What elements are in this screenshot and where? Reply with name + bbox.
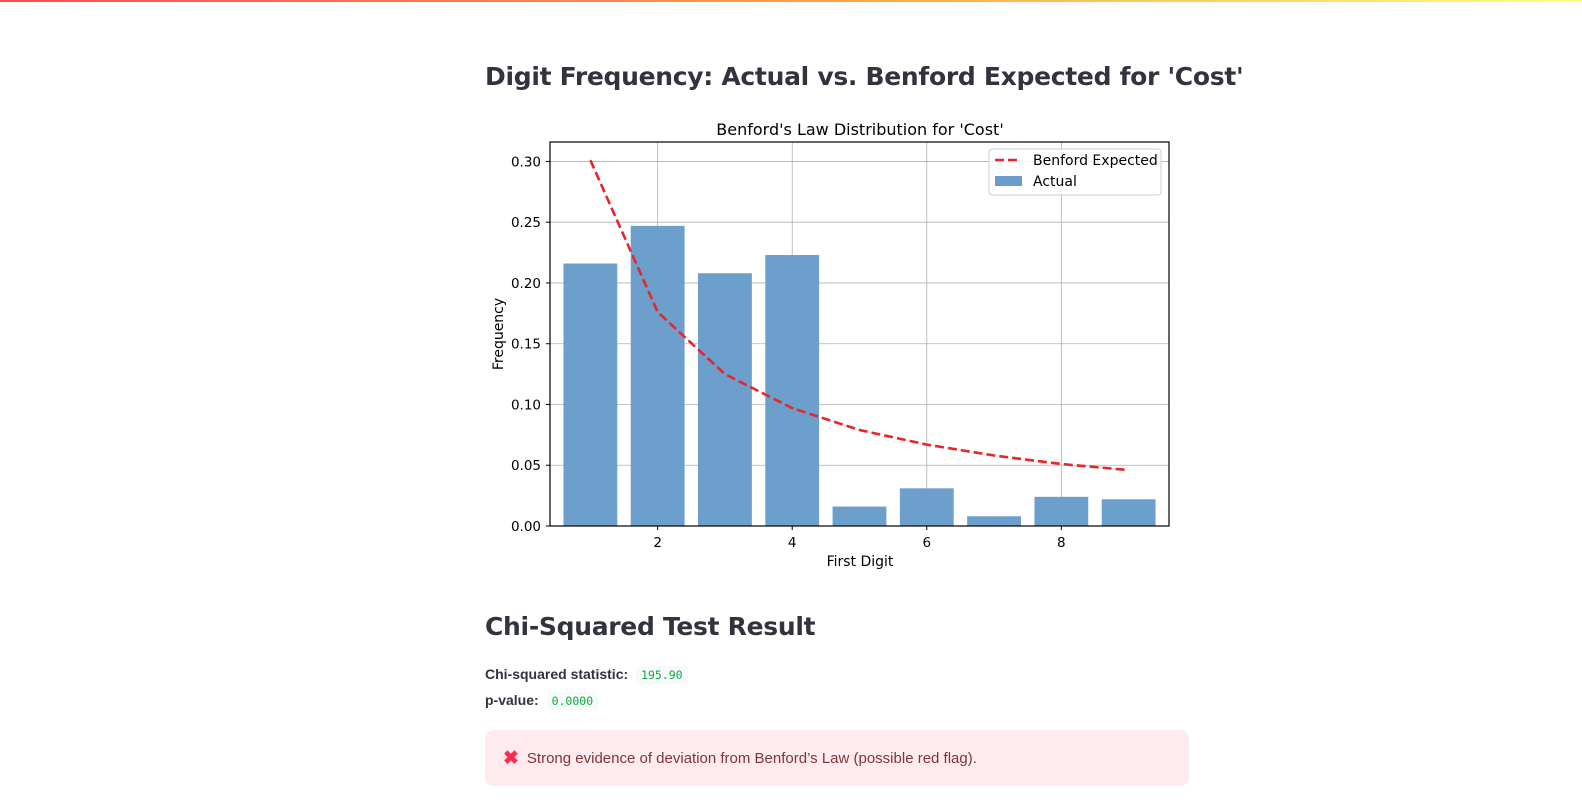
x-tick-label: 2 [653,535,662,551]
page-title: Digit Frequency: Actual vs. Benford Expe… [485,62,1244,91]
y-axis-label: Frequency [491,298,507,370]
bar-digit-2 [630,225,685,527]
p-value-label: p-value: [485,692,539,708]
x-axis-label: First Digit [827,554,894,570]
benford-chart: Benford's Law Distribution for 'Cost' 2 4… [491,120,1170,570]
y-tick-label: 0.25 [511,215,541,231]
y-tick-label: 0.10 [511,397,541,413]
bar-digit-5 [832,506,887,526]
bar-digit-4 [765,255,820,526]
legend-box [988,148,1162,196]
x-tick-label: 8 [1057,535,1066,551]
plot-frame [549,141,1170,527]
chart-bars [563,225,1156,527]
top-accent-bar [0,0,1582,2]
chart-title: Benford's Law Distribution for 'Cost' [716,120,1003,139]
x-tick-label: 4 [788,535,797,551]
bar-digit-1 [563,263,618,526]
bar-digit-3 [698,273,752,526]
y-tick-label: 0.20 [511,276,541,292]
bar-digit-8 [1034,496,1089,526]
y-tick-label: 0.05 [511,458,541,474]
error-alert: ✖ Strong evidence of deviation from Benf… [485,730,1189,786]
p-value-stat: p-value: 0.0000 [485,692,599,710]
y-tick-label: 0.15 [511,337,541,353]
y-tick-label: 0.30 [511,154,541,170]
section-title: Chi-Squared Test Result [485,612,816,641]
x-axis-ticks: 2 4 6 8 [653,526,1066,551]
bar-digit-6 [899,488,954,526]
bar-digit-9 [1101,499,1156,526]
chi-squared-value: 195.90 [636,666,688,684]
chi-squared-label: Chi-squared statistic: [485,666,629,682]
legend-label-actual: Actual [1033,174,1077,190]
legend-bar-swatch [995,176,1022,186]
x-icon: ✖ [503,747,519,769]
chi-squared-stat: Chi-squared statistic: 195.90 [485,666,688,684]
x-tick-label: 6 [922,535,931,551]
y-tick-label: 0.00 [511,519,541,535]
bar-digit-7 [967,516,1021,526]
y-axis-ticks: 0.00 0.05 0.10 0.15 0.20 0.25 0.30 [511,154,550,535]
chart-legend: Benford Expected Actual [988,148,1162,196]
alert-text: Strong evidence of deviation from Benfor… [526,749,977,767]
benford-expected-line [589,159,1129,472]
legend-label-benford: Benford Expected [1033,153,1158,169]
p-value-value: 0.0000 [546,692,599,710]
